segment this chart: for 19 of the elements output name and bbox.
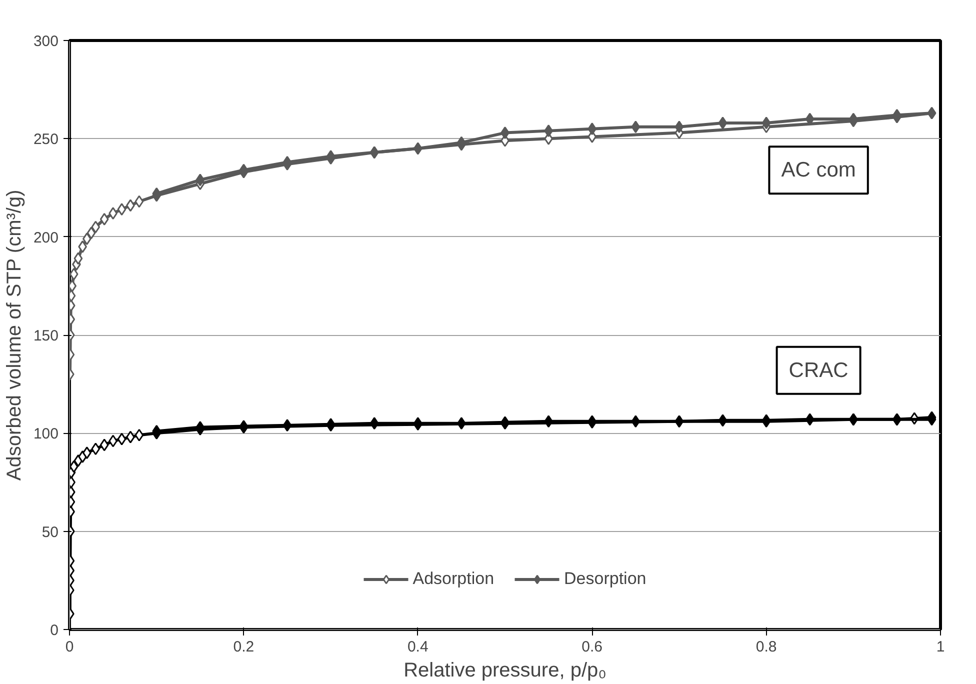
- legend-label: Adsorption: [412, 569, 494, 589]
- x-tick-label: 0.8: [756, 638, 777, 656]
- legend-label: Desorption: [564, 569, 646, 589]
- x-tick-label: 0: [65, 638, 74, 656]
- annotation: AC com: [781, 158, 856, 182]
- x-tick-label: 0.6: [582, 638, 603, 656]
- y-axis-title: Adsorbed volume of STP (cm³/g): [3, 190, 26, 481]
- y-tick-label: 200: [33, 229, 59, 246]
- y-tick-label: 300: [33, 33, 59, 50]
- y-tick-label: 150: [33, 328, 59, 344]
- y-tick-label: 50: [42, 524, 59, 541]
- annotation: CRAC: [788, 358, 848, 382]
- x-tick-label: 0.4: [407, 638, 428, 656]
- x-tick-label: 0.2: [233, 638, 254, 656]
- y-tick-label: 0: [50, 622, 58, 639]
- y-tick-label: 250: [33, 131, 59, 148]
- x-tick-label: 1: [936, 638, 945, 656]
- x-axis-title: Relative pressure, p/p₀: [404, 660, 606, 682]
- y-tick-label: 100: [33, 426, 59, 443]
